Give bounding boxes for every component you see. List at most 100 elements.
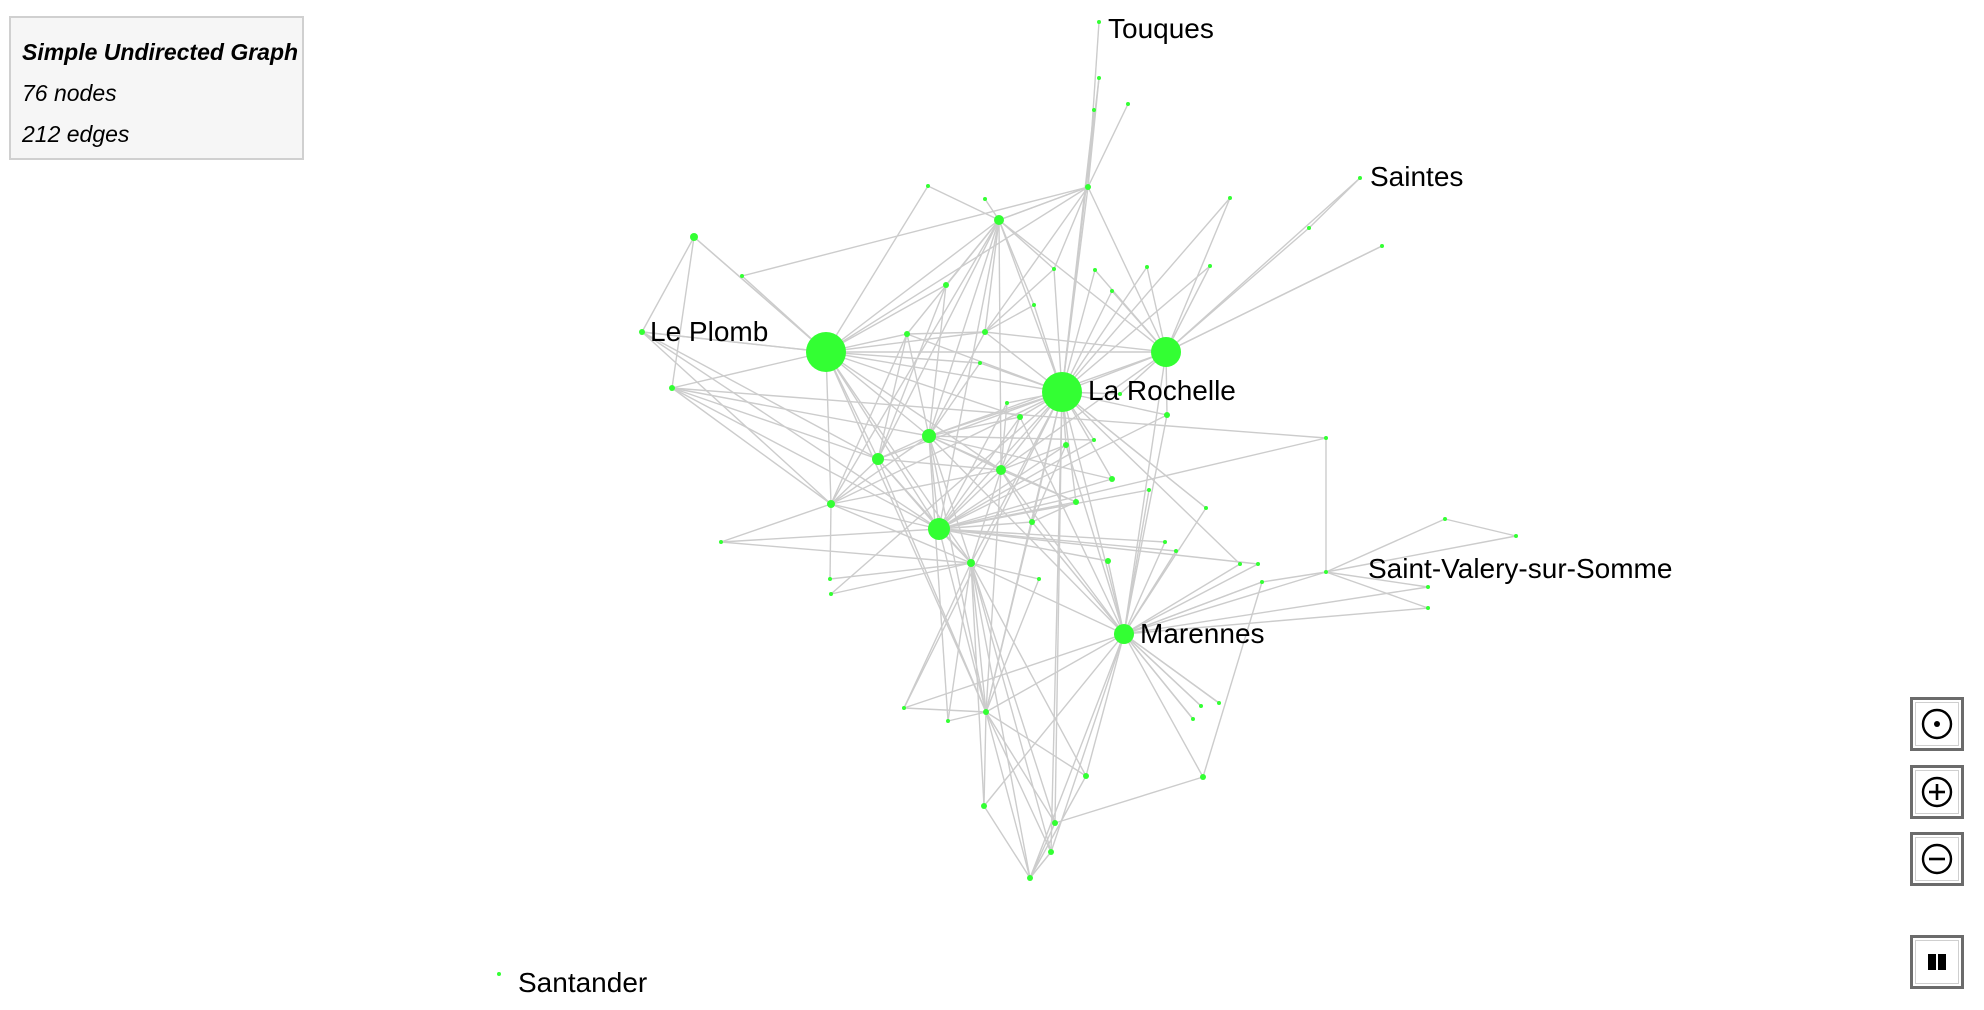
graph-edge — [928, 435, 972, 564]
graph-edge — [877, 458, 987, 713]
graph-node[interactable] — [1164, 412, 1170, 418]
graph-edge — [985, 711, 1031, 879]
graph-edge — [985, 711, 1056, 824]
graph-node[interactable] — [1085, 184, 1091, 190]
graph-node[interactable] — [1052, 820, 1058, 826]
graph-node[interactable] — [1048, 849, 1054, 855]
graph-node[interactable] — [1083, 773, 1089, 779]
graph-node[interactable] — [1126, 102, 1130, 106]
graph-edge — [938, 521, 1033, 530]
graph-node[interactable] — [1063, 442, 1069, 448]
graph-node[interactable] — [669, 385, 675, 391]
graph-node[interactable] — [982, 329, 988, 335]
graph-node[interactable] — [1307, 226, 1311, 230]
graph-node[interactable] — [1052, 267, 1056, 271]
graph-edge — [830, 435, 930, 505]
graph-node[interactable] — [1238, 562, 1242, 566]
graph-node[interactable] — [904, 331, 910, 337]
graph-node[interactable] — [994, 215, 1004, 225]
graph-node[interactable] — [1093, 268, 1097, 272]
graph-node[interactable] — [1204, 506, 1208, 510]
graph-edge — [938, 469, 1002, 530]
graph-edge — [903, 633, 1125, 709]
graph-node[interactable] — [1037, 577, 1041, 581]
graph-node[interactable] — [872, 453, 884, 465]
graph-node[interactable] — [981, 803, 987, 809]
graph-node[interactable] — [1092, 108, 1096, 112]
graph-node[interactable] — [1151, 337, 1181, 367]
node-touques[interactable] — [1097, 20, 1101, 24]
graph-node[interactable] — [740, 274, 744, 278]
graph-node[interactable] — [828, 577, 832, 581]
graph-node[interactable] — [1163, 540, 1167, 544]
graph-node[interactable] — [1426, 606, 1430, 610]
graph-edge — [741, 186, 1089, 277]
graph-edge — [998, 219, 1055, 270]
graph-node[interactable] — [827, 500, 835, 508]
zoom-out-button[interactable] — [1910, 832, 1964, 886]
graph-node[interactable] — [1200, 774, 1206, 780]
graph-edge — [825, 186, 1089, 353]
graph-node[interactable] — [829, 592, 833, 596]
graph-node[interactable] — [1029, 519, 1035, 525]
graph-node[interactable] — [1217, 701, 1221, 705]
graph-node[interactable] — [967, 559, 975, 567]
graph-node[interactable] — [1118, 392, 1122, 396]
graph-node[interactable] — [806, 332, 846, 372]
graph-edge — [1308, 177, 1361, 229]
graph-nodes[interactable] — [497, 20, 1518, 976]
graph-edge — [1165, 245, 1383, 353]
graph-node[interactable] — [1228, 196, 1232, 200]
graph-node[interactable] — [1380, 244, 1384, 248]
graph-edge — [945, 219, 1000, 286]
graph-node[interactable] — [1097, 76, 1101, 80]
graph-node[interactable] — [902, 706, 906, 710]
graph-edge — [825, 185, 929, 353]
graph-node[interactable] — [1256, 562, 1260, 566]
pause-button[interactable] — [1910, 935, 1964, 989]
graph-node[interactable] — [1324, 436, 1328, 440]
graph-node[interactable] — [983, 197, 987, 201]
graph-node[interactable] — [639, 329, 645, 335]
node-saint-valery[interactable] — [1324, 570, 1328, 574]
node-saintes[interactable] — [1358, 176, 1362, 180]
node-le-plomb[interactable] — [690, 233, 698, 241]
node-marennes[interactable] — [1114, 624, 1134, 644]
graph-node[interactable] — [1443, 517, 1447, 521]
graph-edge — [877, 458, 1002, 471]
graph-node[interactable] — [928, 518, 950, 540]
graph-node[interactable] — [1145, 265, 1149, 269]
recenter-button[interactable] — [1910, 697, 1964, 751]
graph-node[interactable] — [1191, 717, 1195, 721]
graph-node[interactable] — [983, 709, 989, 715]
graph-node[interactable] — [1017, 414, 1023, 420]
graph-edge — [1061, 109, 1095, 393]
graph-node[interactable] — [1109, 476, 1115, 482]
graph-node[interactable] — [1110, 289, 1114, 293]
graph-node[interactable] — [1105, 558, 1111, 564]
graph-node[interactable] — [926, 184, 930, 188]
zoom-in-button[interactable] — [1910, 765, 1964, 819]
graph-node[interactable] — [943, 282, 949, 288]
graph-node[interactable] — [1426, 585, 1430, 589]
graph-node[interactable] — [996, 465, 1006, 475]
graph-node[interactable] — [978, 361, 982, 365]
node-santander[interactable] — [497, 972, 501, 976]
node-la-rochelle[interactable] — [1042, 372, 1082, 412]
graph-node[interactable] — [1092, 438, 1096, 442]
graph-node[interactable] — [1174, 549, 1178, 553]
graph-node[interactable] — [1032, 303, 1036, 307]
graph-node[interactable] — [719, 540, 723, 544]
graph-edge — [1123, 607, 1429, 635]
graph-node[interactable] — [922, 429, 936, 443]
graph-node[interactable] — [1199, 704, 1203, 708]
graph-node[interactable] — [1208, 264, 1212, 268]
graph-node[interactable] — [1027, 875, 1033, 881]
graph-node[interactable] — [1073, 499, 1079, 505]
graph-node[interactable] — [1147, 488, 1151, 492]
graph-node[interactable] — [1005, 401, 1009, 405]
graph-node[interactable] — [946, 719, 950, 723]
graph-node[interactable] — [1260, 580, 1264, 584]
graph-node[interactable] — [1514, 534, 1518, 538]
